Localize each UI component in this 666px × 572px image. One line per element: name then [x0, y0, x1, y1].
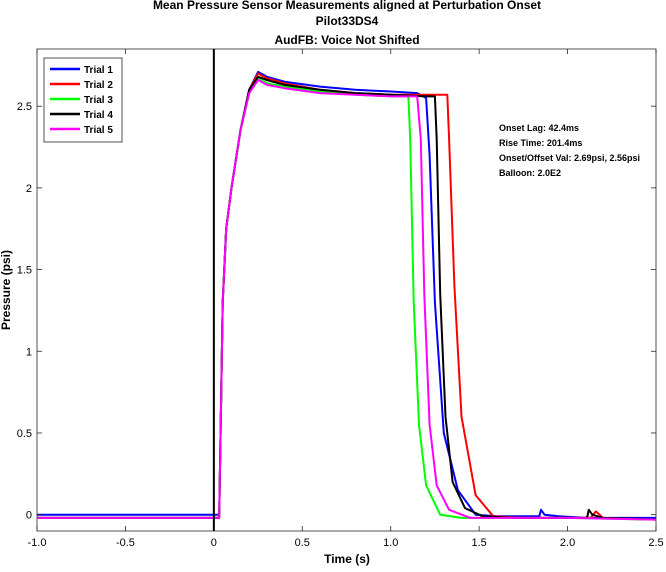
legend-label-trial-5: Trial 5: [84, 125, 113, 136]
series-layer: [37, 70, 657, 521]
y-tick-label: 2: [26, 183, 32, 195]
legend-label-trial-1: Trial 1: [84, 65, 113, 76]
tick-layer: -1.0 -0.5 0 0.5 1.0 1.5 2.0 2.5 0 0.5 1 1.5 2 2.5: [17, 49, 664, 549]
legend-label-trial-4: Trial 4: [84, 110, 113, 121]
chart-title: Mean Pressure Sensor Measurements aligne…: [153, 0, 541, 12]
annotation-balloon: Balloon: 2.0E2: [499, 168, 561, 178]
y-tick-label: 1.5: [17, 265, 32, 277]
y-tick-label: 0.5: [17, 428, 32, 440]
annotation-onset-offset-values: Onset/Offset Val: 2.69psi, 2.56psi: [499, 153, 640, 163]
x-tick-label: 1.0: [383, 537, 398, 549]
series-line-trial-5: [37, 79, 657, 521]
x-tick-label: 2.0: [560, 537, 575, 549]
chart-subtitle-participant: Pilot33DS4: [316, 14, 379, 28]
annotation-rise-time: Rise Time: 201.4ms: [499, 138, 582, 148]
x-axis-label: Time (s): [324, 552, 370, 566]
x-tick-label: 0: [211, 537, 217, 549]
x-tick-label: 0.5: [295, 537, 310, 549]
annotation-box: Onset Lag: 42.4ms Rise Time: 201.4ms Ons…: [499, 123, 640, 178]
x-tick-label: 2.5: [648, 537, 663, 549]
annotation-onset-lag: Onset Lag: 42.4ms: [499, 123, 579, 133]
y-axis-label: Pressure (psi): [0, 250, 13, 330]
y-tick-label: 0: [26, 510, 32, 522]
x-tick-label: 1.5: [471, 537, 486, 549]
legend: Trial 1 Trial 2 Trial 3 Trial 4 Trial 5: [43, 57, 123, 143]
chart-subtitle-condition: AudFB: Voice Not Shifted: [274, 33, 419, 47]
x-tick-label: -0.5: [116, 537, 135, 549]
legend-label-trial-2: Trial 2: [84, 80, 113, 91]
legend-label-trial-3: Trial 3: [84, 95, 113, 106]
y-tick-label: 1: [26, 346, 32, 358]
plot-area: [36, 48, 657, 532]
y-tick-label: 2.5: [17, 101, 32, 113]
x-tick-label: -1.0: [28, 537, 47, 549]
